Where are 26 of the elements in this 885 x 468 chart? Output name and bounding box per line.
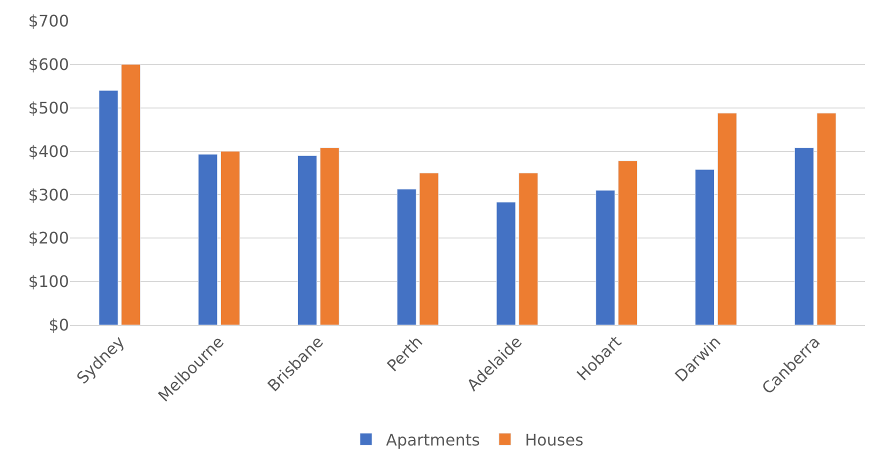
y-tick-label: $300 (28, 185, 69, 204)
bar (98, 90, 118, 325)
y-tick-label: $500 (28, 98, 69, 118)
bar (596, 190, 616, 325)
bar (618, 160, 638, 325)
y-tick-label: $0 (48, 316, 69, 335)
bar (695, 169, 715, 325)
y-tick-label: $700 (28, 12, 69, 31)
bar (396, 188, 416, 325)
y-tick-label: $100 (28, 272, 69, 292)
bar (220, 151, 240, 325)
legend-label: Apartments (386, 430, 480, 450)
legend-label: Houses (524, 430, 584, 450)
y-tick-label: $400 (28, 142, 69, 161)
bar (794, 148, 814, 325)
y-tick-label: $600 (28, 55, 69, 74)
bar (816, 112, 836, 325)
bar (717, 112, 737, 325)
y-tick-label: $200 (28, 228, 69, 248)
bar (518, 172, 538, 325)
bar (121, 64, 141, 325)
bar (320, 148, 340, 325)
bar (198, 154, 218, 325)
bar (419, 172, 439, 325)
bar (496, 202, 516, 325)
bar (298, 155, 318, 325)
